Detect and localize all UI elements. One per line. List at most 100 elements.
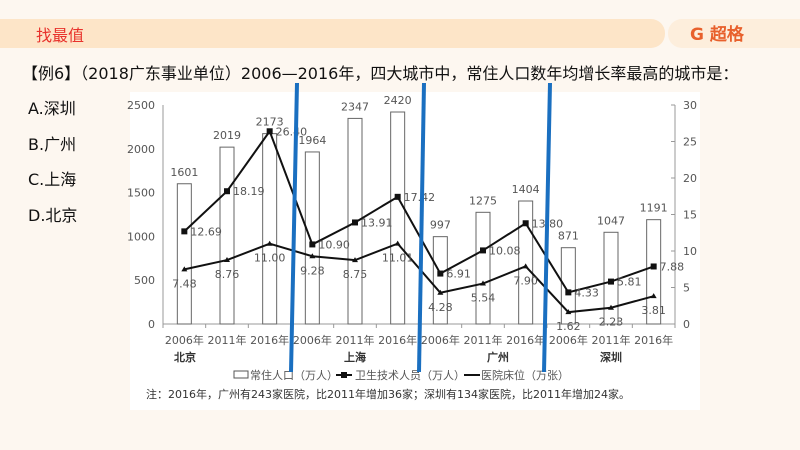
staff-label: 6.91 [446,268,471,281]
beds-marker [309,253,316,259]
bar-label: 1404 [512,183,540,196]
staff-marker [565,289,572,296]
x-tick-label: 2016年 [250,333,289,347]
staff-marker [224,188,230,195]
x-tick-label: 2006年 [293,333,332,347]
left-tick-label: 500 [134,274,155,287]
beds-marker [224,257,230,263]
legend-bar-swatch [233,370,249,379]
beds-marker [522,263,529,269]
bar-label: 1191 [640,202,668,215]
bar-label: 1047 [597,214,625,227]
logo-text: 超格 [709,25,744,45]
x-tick-label: 2006年 [549,333,588,347]
left-tick-label: 0 [148,318,155,331]
annotation-divider-line [289,82,299,373]
beds-label: 11.01 [382,252,414,265]
bar-label: 2019 [213,129,241,142]
staff-label: 26.40 [276,125,308,138]
staff-marker [650,263,657,270]
option-c[interactable]: C.上海 [28,170,77,189]
staff-marker [309,241,316,248]
header-bar-right [668,19,800,48]
x-tick-label: 2011年 [464,333,503,347]
option-d[interactable]: D.北京 [28,206,78,225]
bar [390,111,406,325]
legend-beds-label: 医院床位（万张） [481,368,569,382]
group-label-3: 深圳 [600,350,622,364]
beds-marker [480,280,486,286]
beds-marker [565,309,572,315]
bar-label: 2420 [384,94,412,107]
series-line-1 [183,129,655,294]
bar [560,247,576,325]
group-label-1: 上海 [344,350,366,364]
x-tick-label: 2016年 [378,333,417,347]
right-tick-label: 0 [683,318,690,331]
right-tick-label: 30 [683,99,697,112]
staff-marker [608,278,614,285]
beds-marker [352,257,358,263]
annotation-divider-line [542,82,552,373]
left-tick-label: 2500 [127,99,155,112]
right-tick-label: 15 [683,209,697,222]
beds-label: 7.90 [513,274,538,287]
group-label-0: 北京 [174,350,196,364]
staff-marker [394,193,401,200]
annotation-divider-line [417,82,426,373]
beds-label: 2.23 [599,316,624,329]
logo-icon: G [690,25,710,45]
left-tick-label: 2000 [127,143,155,156]
bar [176,183,192,325]
beds-label: 8.75 [343,268,368,281]
staff-label: 5.81 [617,276,642,289]
staff-label: 4.33 [574,286,599,299]
bar-label: 871 [558,230,579,243]
section-title: 找最值 [36,26,85,45]
beds-label: 3.81 [641,304,666,317]
beds-marker [394,240,401,246]
group-label-2: 广州 [487,350,509,364]
staff-marker [480,247,486,254]
beds-marker [650,293,657,299]
right-tick-label: 25 [683,136,697,149]
x-tick-label: 2016年 [634,333,673,347]
staff-marker [352,219,358,226]
beds-marker [437,289,444,295]
staff-label: 10.08 [489,244,521,257]
left-tick-label: 1500 [127,187,155,200]
right-tick-label: 10 [683,245,697,258]
x-tick-label: 2006年 [165,333,204,347]
beds-label: 7.48 [172,277,197,290]
beds-label: 5.54 [471,292,496,305]
bar [262,133,278,325]
legend-staff-label: 卫生技术人员（万人） [355,368,465,382]
option-a[interactable]: A.深圳 [28,99,76,118]
bar [475,211,491,325]
x-tick-label: 2006年 [421,333,460,347]
legend-bar-label: 常住人口（万人） [250,368,338,382]
bar-label: 2173 [256,116,284,129]
bar-label: 1964 [298,134,326,147]
bar [432,236,448,325]
staff-marker [522,220,529,227]
staff-label: 12.69 [190,225,222,238]
left-tick-label: 1000 [127,230,155,243]
bar [219,146,235,325]
legend-staff-marker [341,372,347,378]
x-tick-label: 2016年 [506,333,545,347]
brand-logo: G 超格 [690,20,744,45]
bar [304,151,320,325]
staff-label: 7.88 [660,260,685,273]
chart-note: 注：2016年，广州有243家医院，比2011年增加36家；深圳有134家医院，… [146,387,630,401]
staff-label: 10.90 [318,238,350,251]
x-tick-label: 2011年 [592,333,631,347]
beds-label: 9.28 [300,264,325,277]
bar [518,200,534,325]
beds-marker [266,240,273,246]
option-b[interactable]: B.广州 [28,135,77,154]
beds-label: 8.76 [215,268,240,281]
bar-label: 1275 [469,194,497,207]
bar-label: 2347 [341,100,369,113]
x-tick-label: 2011年 [336,333,375,347]
